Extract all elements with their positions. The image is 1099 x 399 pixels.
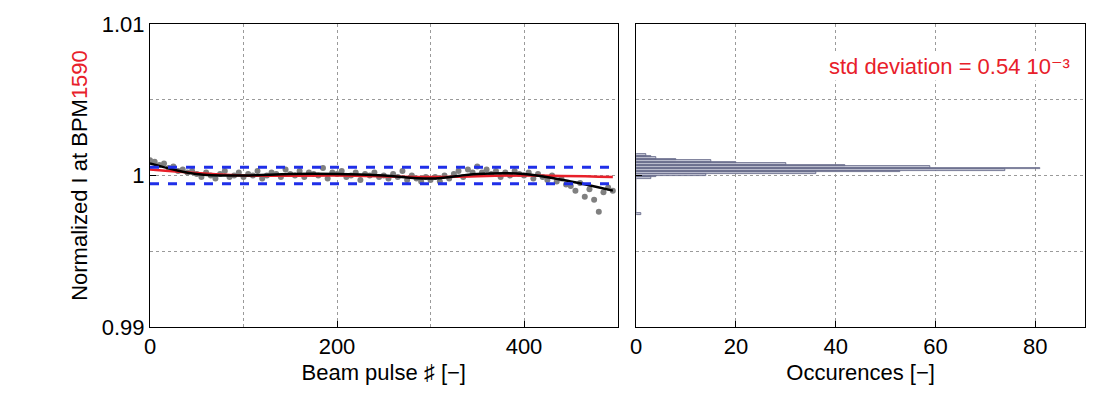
svg-text:std deviation = 0.54 10⁻³: std deviation = 0.54 10⁻³ <box>829 54 1070 79</box>
svg-text:Beam pulse ♯ [−]: Beam pulse ♯ [−] <box>302 360 466 385</box>
svg-text:0: 0 <box>144 334 156 359</box>
svg-text:400: 400 <box>506 334 543 359</box>
svg-text:20: 20 <box>724 334 748 359</box>
svg-text:1: 1 <box>132 163 144 188</box>
svg-text:40: 40 <box>823 334 847 359</box>
svg-text:80: 80 <box>1023 334 1047 359</box>
svg-text:Normalized I at BPM1590: Normalized I at BPM1590 <box>67 50 92 301</box>
svg-text:Occurences [−]: Occurences [−] <box>786 360 935 385</box>
svg-text:200: 200 <box>319 334 356 359</box>
svg-text:60: 60 <box>923 334 947 359</box>
svg-text:0: 0 <box>630 334 642 359</box>
svg-text:0.99: 0.99 <box>102 315 145 340</box>
svg-text:1.01: 1.01 <box>102 12 145 37</box>
